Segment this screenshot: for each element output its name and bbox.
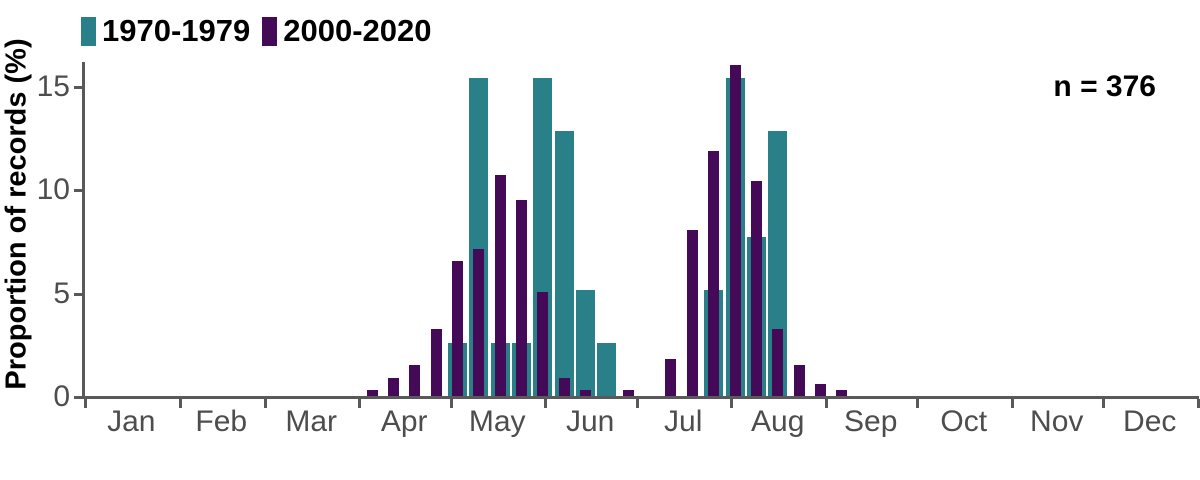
x-axis-line (75, 396, 1199, 399)
legend-label-1970-1979: 1970-1979 (102, 13, 251, 48)
sample-size-annotation: n = 376 (1053, 70, 1156, 103)
x-tick (84, 399, 87, 408)
y-axis-line (82, 62, 85, 398)
x-tick-label-Oct: Oct (940, 405, 988, 438)
x-tick-label-Jan: Jan (107, 405, 156, 438)
y-tick-label: 10 (36, 173, 70, 207)
y-tick (74, 85, 82, 89)
x-tick-label-May: May (468, 405, 526, 438)
bar-2000-2020-week-17 (452, 261, 464, 396)
x-tick (730, 399, 734, 408)
y-tick (74, 292, 82, 296)
legend-swatch-2000-2020 (262, 16, 278, 46)
x-tick (1102, 399, 1106, 408)
x-tick (1010, 399, 1014, 408)
x-tick-label-Jun: Jun (565, 405, 615, 438)
x-tick-label-Nov: Nov (1030, 405, 1084, 438)
x-tick-label-Apr: Apr (380, 405, 428, 438)
bar-2000-2020-week-16 (430, 329, 442, 396)
x-tick (263, 399, 267, 408)
bar-2000-2020-week-25 (622, 390, 634, 396)
bar-2000-2020-week-14 (388, 378, 399, 396)
x-tick (178, 399, 182, 408)
bar-2000-2020-week-22 (558, 378, 570, 396)
y-tick (74, 396, 82, 399)
bar-2000-2020-week-32 (772, 329, 784, 396)
bar-2000-2020-week-33 (793, 365, 805, 396)
x-tick (449, 399, 453, 408)
x-tick (635, 399, 639, 408)
bar-2000-2020-week-27 (665, 359, 677, 396)
bar-2000-2020-week-35 (836, 390, 848, 396)
x-tick-label-Feb: Feb (195, 405, 248, 438)
bar-2000-2020-week-28 (686, 230, 698, 396)
bar-2000-2020-week-23 (580, 390, 592, 396)
x-tick (544, 399, 548, 408)
bar-2000-2020-week-19 (494, 175, 506, 396)
legend: 1970-1979 2000-2020 (81, 13, 432, 49)
bar-2000-2020-week-21 (537, 292, 549, 396)
bar-2000-2020-week-20 (516, 200, 528, 396)
legend-swatch-1970-1979 (81, 16, 96, 46)
bar-1970-1979-week-24 (597, 343, 617, 396)
y-tick-label: 15 (36, 69, 70, 103)
bar-2000-2020-week-29 (708, 151, 720, 396)
x-tick-label-Sep: Sep (844, 405, 898, 438)
bar-1970-1979-week-22 (554, 131, 574, 396)
x-tick (824, 399, 828, 408)
y-tick (74, 189, 82, 193)
legend-item-1970-1979: 1970-1979 (81, 13, 250, 49)
y-tick-label: 0 (53, 380, 70, 413)
x-tick-label-Dec: Dec (1123, 405, 1177, 438)
legend-item-2000-2020: 2000-2020 (262, 13, 432, 49)
x-tick (916, 399, 920, 408)
bar-2000-2020-week-13 (366, 390, 378, 396)
legend-label-2000-2020: 2000-2020 (283, 13, 432, 48)
x-tick (1197, 399, 1200, 408)
bar-2000-2020-week-18 (473, 249, 485, 396)
x-tick (358, 399, 362, 408)
y-tick-label: 5 (53, 276, 70, 310)
bar-2000-2020-week-15 (409, 365, 421, 396)
bar-2000-2020-week-34 (814, 384, 826, 396)
x-tick-label-Jul: Jul (664, 405, 703, 438)
bar-1970-1979-week-23 (576, 290, 596, 396)
bar-2000-2020-week-31 (750, 181, 762, 396)
x-tick-label-Mar: Mar (285, 405, 338, 438)
x-tick-label-Aug: Aug (751, 405, 805, 438)
bar-2000-2020-week-30 (729, 65, 741, 396)
